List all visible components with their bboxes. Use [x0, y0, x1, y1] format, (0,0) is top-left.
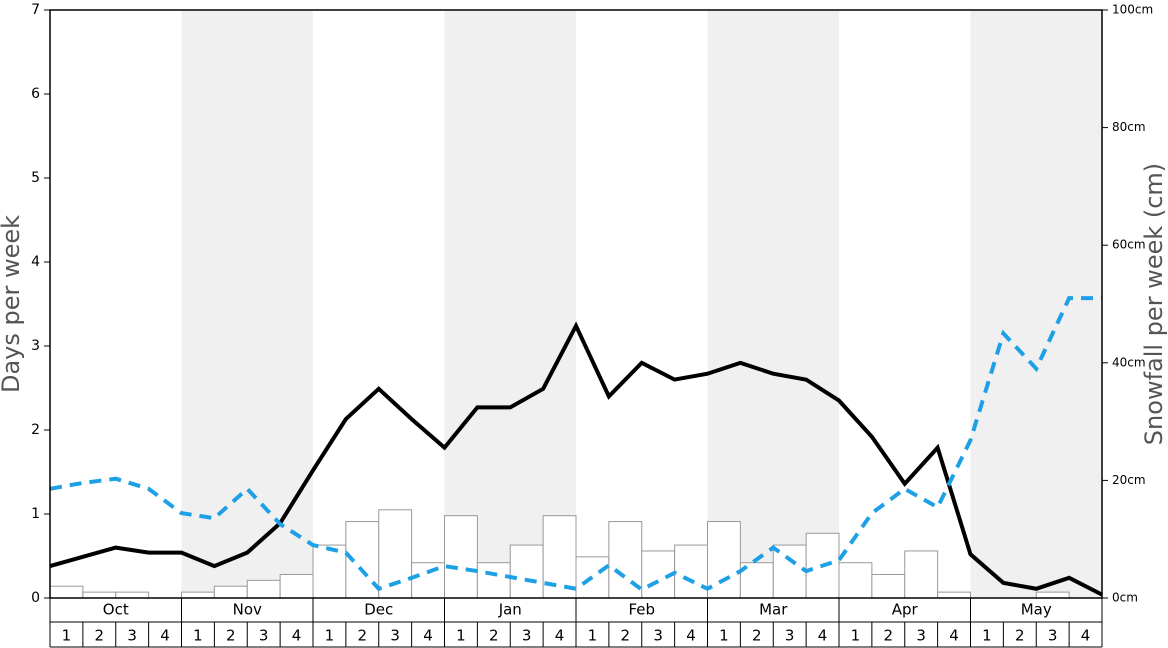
bar: [1035, 591, 1070, 599]
x-tick-label: 1: [456, 627, 466, 645]
x-tick-label: 4: [1081, 627, 1091, 645]
bar: [772, 544, 807, 599]
bar: [115, 591, 150, 599]
x-tick-label: 2: [621, 627, 631, 645]
month-label: May: [1021, 601, 1052, 619]
x-tick-label: 2: [226, 627, 236, 645]
x-tick-label: 1: [325, 627, 335, 645]
bar: [476, 562, 511, 599]
line-series: [49, 296, 1102, 592]
bar: [674, 544, 708, 599]
bar: [509, 544, 544, 599]
y2-tick-label: 60cm: [1112, 238, 1146, 252]
y-tick-label: 4: [31, 254, 40, 270]
x-tick-label: 3: [259, 627, 269, 645]
y2-axis-label: Snowfall per week (cm): [1140, 163, 1168, 445]
x-tick-label: 1: [62, 627, 72, 645]
x-tick-label: 4: [292, 627, 302, 645]
bar: [213, 585, 248, 599]
x-tick-label: 3: [916, 627, 926, 645]
x-tick-label: 4: [555, 627, 565, 645]
x-tick-label: 1: [193, 627, 203, 645]
bar: [279, 573, 314, 599]
x-tick-label: 2: [884, 627, 894, 645]
x-tick-label: 3: [785, 627, 795, 645]
bar: [707, 521, 741, 599]
bar: [246, 579, 281, 599]
month-label: Oct: [103, 601, 129, 619]
bar: [904, 550, 939, 599]
y2-tick-label: 100cm: [1112, 3, 1153, 17]
bar: [411, 562, 445, 599]
x-tick-label: 4: [818, 627, 828, 645]
x-tick-label: 4: [686, 627, 696, 645]
bar: [49, 585, 84, 599]
x-tick-label: 3: [653, 627, 663, 645]
y2-tick-label: 40cm: [1112, 355, 1146, 369]
y-axis-label: Days per week: [0, 215, 25, 393]
x-tick-label: 1: [851, 627, 861, 645]
y-tick-label: 0: [31, 590, 40, 606]
x-tick-label: 4: [160, 627, 170, 645]
x-tick-label: 3: [522, 627, 532, 645]
bar: [312, 544, 347, 599]
line-series: [49, 321, 1103, 597]
x-tick-label: 3: [127, 627, 137, 645]
month-band: [707, 10, 839, 598]
bar: [871, 573, 906, 599]
month-label: Jan: [498, 601, 522, 619]
y-tick-label: 3: [31, 338, 40, 354]
x-tick-label: 2: [752, 627, 762, 645]
y2-tick-label: 20cm: [1112, 473, 1146, 487]
month-label: Dec: [364, 601, 393, 619]
month-label: Apr: [892, 601, 919, 619]
bar: [838, 562, 873, 599]
y-tick-label: 2: [31, 422, 40, 438]
x-tick-label: 2: [1015, 627, 1025, 645]
month-label: Mar: [759, 601, 788, 619]
x-tick-label: 2: [489, 627, 499, 645]
y-tick-label: 7: [31, 2, 40, 18]
bar: [444, 515, 478, 599]
y2-tick-label: 80cm: [1112, 120, 1146, 134]
month-band: [970, 10, 1102, 598]
y-tick-label: 1: [31, 506, 40, 522]
x-tick-label: 2: [358, 627, 368, 645]
x-tick-label: 1: [719, 627, 729, 645]
x-tick-label: 3: [1048, 627, 1058, 645]
bar: [181, 591, 215, 599]
x-tick-label: 4: [423, 627, 433, 645]
y2-tick-label: 0cm: [1112, 591, 1138, 605]
bar: [82, 591, 117, 599]
bar: [937, 591, 971, 599]
month-band: [444, 10, 576, 598]
x-tick-label: 1: [588, 627, 598, 645]
month-label: Feb: [628, 601, 655, 619]
month-band: [181, 10, 313, 598]
x-tick-label: 3: [390, 627, 400, 645]
y-tick-label: 5: [31, 170, 40, 186]
x-tick-label: 4: [949, 627, 959, 645]
x-tick-label: 2: [95, 627, 105, 645]
y-tick-label: 6: [31, 86, 40, 102]
x-tick-label: 1: [982, 627, 992, 645]
month-label: Nov: [233, 601, 262, 619]
